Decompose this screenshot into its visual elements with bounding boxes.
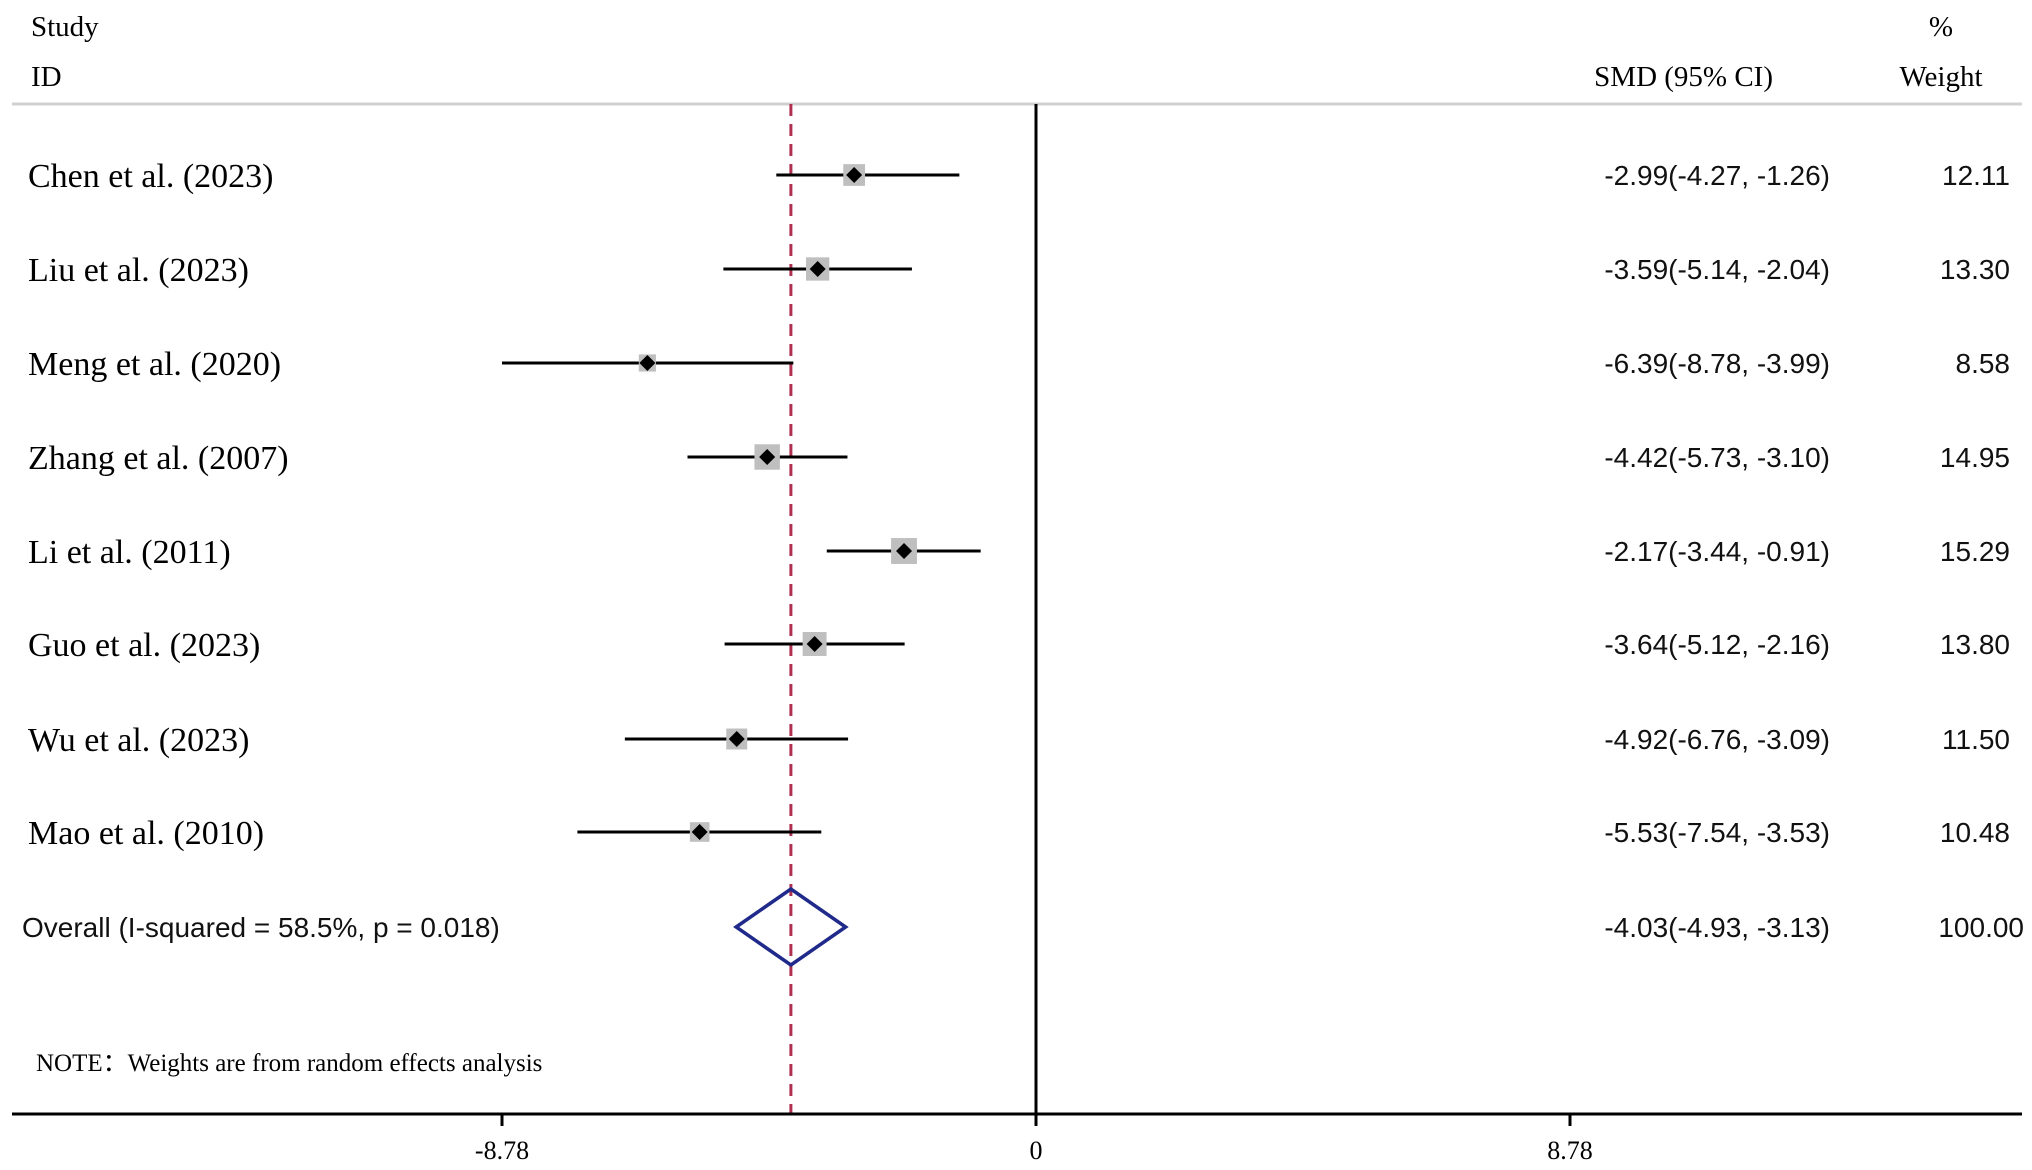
effect-size-text: -2.17(-3.44, -0.91) xyxy=(1604,536,1830,567)
point-estimate-marker xyxy=(691,824,708,840)
table-header: Study ID SMD (95% CI) % Weight xyxy=(12,11,2022,106)
effect-size-text: -2.99(-4.27, -1.26) xyxy=(1604,160,1830,191)
header-weight: Weight xyxy=(1899,61,1982,93)
header-smd: SMD (95% CI) xyxy=(1594,61,1773,93)
overall-effect-text: -4.03(-4.93, -3.13) xyxy=(1604,912,1830,943)
footnote: NOTE：Weights are from random effects ana… xyxy=(36,1050,542,1077)
x-tick-label: 0 xyxy=(1030,1136,1043,1165)
study-row: Liu et al. (2023) -3.59(-5.14, -2.04) 13.3… xyxy=(28,252,2010,289)
study-row: Mao et al. (2010) -5.53(-7.54, -3.53) 10.4… xyxy=(28,815,2010,852)
study-label: Zhang et al. (2007) xyxy=(28,440,289,477)
header-id: ID xyxy=(31,61,62,93)
study-row: Wu et al. (2023) -4.92(-6.76, -3.09) 11.50 xyxy=(28,722,2010,759)
x-tick-label: -8.78 xyxy=(475,1136,529,1165)
weight-text: 13.30 xyxy=(1940,254,2010,285)
effect-size-text: -3.59(-5.14, -2.04) xyxy=(1604,254,1830,285)
overall-diamond xyxy=(733,886,849,968)
effect-size-text: -3.64(-5.12, -2.16) xyxy=(1604,629,1830,660)
study-label: Chen et al. (2023) xyxy=(28,158,274,195)
point-estimate-marker xyxy=(639,355,656,371)
study-row: Guo et al. (2023) -3.64(-5.12, -2.16) 13.8… xyxy=(28,627,2010,664)
effect-size-text: -4.42(-5.73, -3.10) xyxy=(1604,442,1830,473)
study-row: Li et al. (2011) -2.17(-3.44, -0.91) 15.29 xyxy=(28,534,2010,571)
study-label: Mao et al. (2010) xyxy=(28,815,264,852)
study-row: Chen et al. (2023) -2.99(-4.27, -1.26) 12.… xyxy=(28,158,2010,195)
point-estimate-marker xyxy=(759,449,776,465)
effect-size-text: -6.39(-8.78, -3.99) xyxy=(1604,348,1830,379)
weight-text: 11.50 xyxy=(1942,724,2010,755)
overall-weight-text: 100.00 xyxy=(1938,912,2024,943)
header-percent: % xyxy=(1929,11,1953,43)
point-estimate-marker xyxy=(806,636,823,652)
x-axis: -8.78 0 8.78 xyxy=(12,1112,2022,1165)
study-label: Liu et al. (2023) xyxy=(28,252,249,289)
point-estimate-marker xyxy=(728,731,745,747)
x-tick-label: 8.78 xyxy=(1547,1136,1593,1165)
header-study: Study xyxy=(31,11,99,43)
study-row: Meng et al. (2020) -6.39(-8.78, -3.99) 8.5… xyxy=(28,346,2010,383)
study-label: Meng et al. (2020) xyxy=(28,346,281,383)
point-estimate-marker xyxy=(846,167,863,183)
weight-text: 12.11 xyxy=(1942,160,2010,191)
point-estimate-marker xyxy=(896,543,913,559)
study-row: Zhang et al. (2007) -4.42(-5.73, -3.10) 14… xyxy=(28,440,2010,477)
point-estimate-marker xyxy=(809,261,826,277)
effect-size-text: -4.92(-6.76, -3.09) xyxy=(1604,724,1830,755)
weight-text: 13.80 xyxy=(1940,629,2010,660)
study-rows: Chen et al. (2023) -2.99(-4.27, -1.26) 12.… xyxy=(28,158,2010,852)
study-label: Li et al. (2011) xyxy=(28,534,231,571)
weight-text: 15.29 xyxy=(1940,536,2010,567)
reference-lines xyxy=(789,104,1038,1114)
effect-size-text: -5.53(-7.54, -3.53) xyxy=(1604,817,1830,848)
overall-label: Overall (I-squared = 58.5%, p = 0.018) xyxy=(22,912,500,943)
overall-row: Overall (I-squared = 58.5%, p = 0.018) -4… xyxy=(22,886,2024,968)
weight-text: 10.48 xyxy=(1940,817,2010,848)
study-label: Wu et al. (2023) xyxy=(28,722,249,759)
weight-text: 8.58 xyxy=(1956,348,2011,379)
weight-text: 14.95 xyxy=(1940,442,2010,473)
study-label: Guo et al. (2023) xyxy=(28,627,260,664)
